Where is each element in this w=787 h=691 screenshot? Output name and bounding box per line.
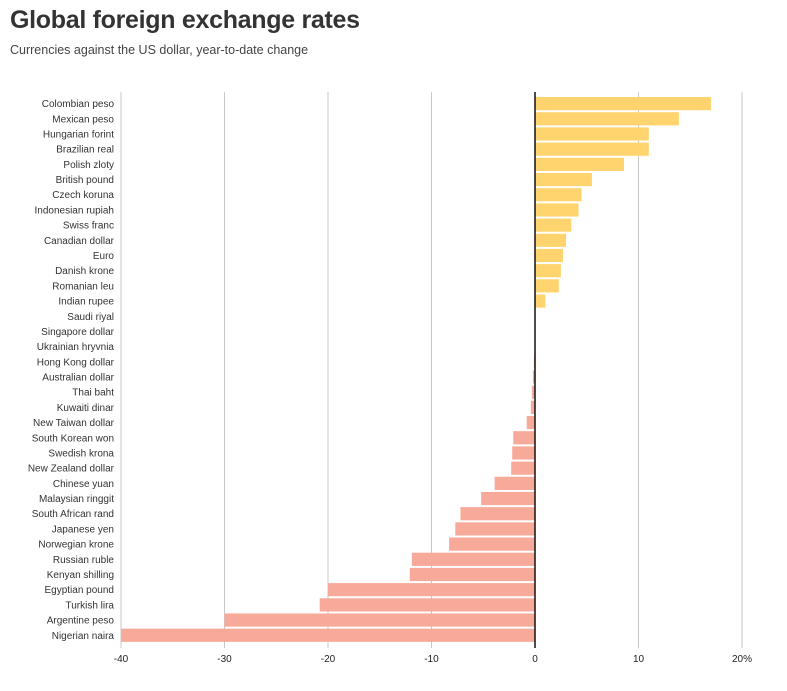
category-label: Danish krone (55, 266, 114, 277)
bar (328, 583, 535, 597)
category-label: Norwegian krone (38, 540, 114, 551)
bar (535, 218, 572, 232)
bar (535, 97, 711, 111)
category-label: Romanian leu (52, 281, 114, 292)
bar (449, 537, 535, 551)
x-tick-label: 0 (532, 654, 538, 665)
bar (532, 370, 535, 384)
category-label: Hungarian forint (43, 129, 114, 140)
category-label: South Korean won (32, 433, 114, 444)
bar (535, 127, 649, 141)
category-label: New Zealand dollar (28, 464, 115, 475)
bar (535, 264, 561, 278)
bar (530, 400, 535, 414)
category-label: Canadian dollar (44, 236, 115, 247)
bar (535, 233, 567, 247)
category-label: Singapore dollar (41, 327, 114, 338)
category-label: Malaysian ringgit (39, 494, 114, 505)
bar (535, 112, 679, 126)
category-label-layer: Colombian peso Mexican peso Hungarian fori… (28, 99, 115, 642)
category-label: Kenyan shilling (47, 570, 114, 581)
category-label: Saudi riyal (67, 312, 114, 323)
bar (494, 476, 535, 490)
x-tick-layer: -40 -30 -20 -10 0 10 20% (114, 654, 752, 665)
category-label: New Taiwan dollar (33, 418, 115, 429)
category-label: Ukrainian hryvnia (37, 342, 115, 353)
bar (535, 248, 563, 263)
category-label: Russian ruble (53, 555, 115, 566)
x-tick-label: 20% (732, 654, 752, 665)
x-tick-label: -40 (114, 654, 129, 665)
bar (535, 172, 592, 187)
category-label: Czech koruna (52, 190, 114, 201)
category-label: Indian rupee (58, 297, 114, 308)
bar (535, 142, 649, 156)
x-tick-label: -20 (321, 654, 336, 665)
category-label: Kuwaiti dinar (57, 403, 115, 414)
chart-title: Global foreign exchange rates (10, 6, 360, 34)
bar (535, 294, 546, 308)
bar (409, 567, 535, 582)
bar (512, 446, 535, 460)
bar (319, 598, 535, 612)
bar-layer (121, 97, 711, 642)
category-label: Hong Kong dollar (37, 357, 115, 368)
category-label: Mexican peso (52, 114, 114, 125)
category-label: Australian dollar (42, 373, 114, 384)
category-label: Swiss franc (63, 221, 114, 232)
bar (460, 507, 535, 521)
category-label: Polish zloty (63, 160, 114, 171)
category-label: British pound (56, 175, 114, 186)
category-label: Swedish krona (48, 448, 114, 459)
category-label: Argentine peso (47, 616, 115, 627)
category-label: Japanese yen (52, 524, 114, 535)
category-label: Thai baht (72, 388, 114, 399)
bar (535, 188, 582, 202)
x-tick-label: 10 (633, 654, 645, 665)
bar (535, 279, 559, 293)
bar (526, 415, 535, 430)
chart-subtitle: Currencies against the US dollar, year-t… (10, 43, 309, 57)
category-label: Brazilian real (56, 145, 114, 156)
category-label: Turkish lira (65, 600, 114, 611)
x-tick-label: -10 (424, 654, 439, 665)
bar (411, 552, 535, 566)
bar (535, 157, 625, 171)
category-label: Euro (93, 251, 115, 262)
bar (513, 431, 535, 445)
category-label: Chinese yuan (53, 479, 114, 490)
category-label: Nigerian naira (52, 631, 115, 642)
x-tick-label: -30 (217, 654, 232, 665)
category-label: Egyptian pound (44, 585, 114, 596)
bar (481, 491, 535, 506)
bar (455, 522, 535, 536)
bar (535, 203, 579, 217)
bar (531, 385, 535, 399)
bar (511, 461, 535, 475)
bar (121, 628, 535, 642)
category-label: South African rand (32, 509, 114, 520)
category-label: Indonesian rupiah (34, 205, 114, 216)
category-label: Colombian peso (42, 99, 115, 110)
bar (224, 613, 535, 627)
